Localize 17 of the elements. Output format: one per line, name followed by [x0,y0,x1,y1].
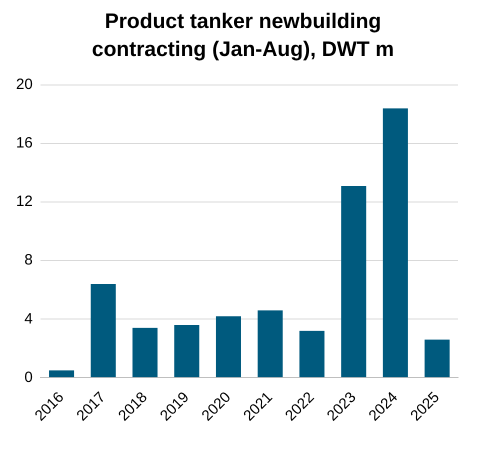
bar [90,284,116,378]
bar [382,108,408,378]
bar [174,324,200,378]
chart-title: Product tanker newbuilding contracting (Jan-Aug), DWT m [90,9,396,63]
bar [341,186,366,378]
bar [424,340,450,378]
bar [132,328,158,378]
y-tick-label: 16 [16,134,33,152]
bar [216,316,241,378]
bar [299,330,324,378]
y-tick-label: 4 [24,310,33,328]
bar [258,310,283,378]
y-tick-label: 8 [24,252,33,269]
y-tick-label: 20 [16,76,33,94]
bar [49,370,74,378]
y-tick-label: 12 [16,193,33,210]
y-tick-label: 0 [24,368,33,386]
